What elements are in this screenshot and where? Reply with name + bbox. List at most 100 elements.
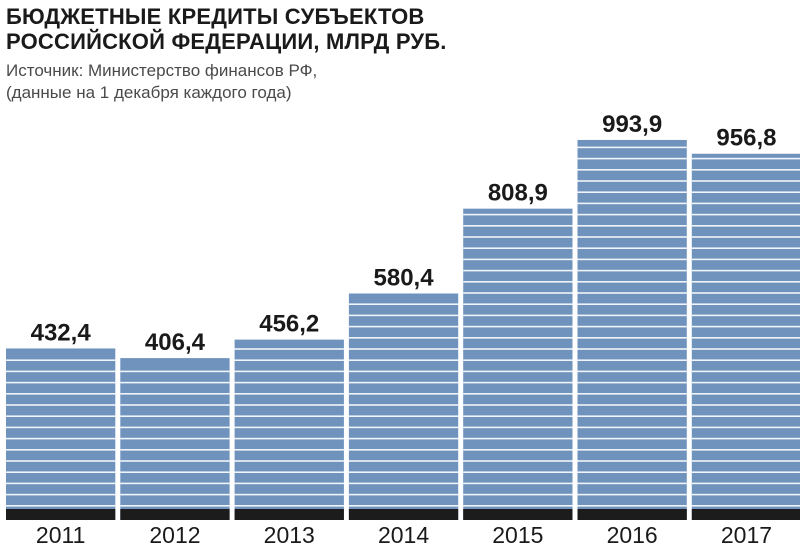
bar-stripe — [120, 471, 230, 473]
bar-stripe — [463, 247, 573, 249]
bar-stripe — [463, 337, 573, 339]
bar-stripe — [691, 348, 800, 350]
value-label-2011: 432,4 — [31, 319, 92, 346]
bar-stripe — [577, 381, 687, 384]
bar-stripe — [463, 225, 573, 227]
bar-stripe — [120, 493, 230, 496]
bar-base-2014 — [348, 509, 459, 520]
bar-group-2016: 993,9 2016 — [577, 111, 687, 548]
bar-stripe — [348, 404, 459, 406]
bar-stripe — [691, 258, 800, 261]
bar-stripe — [463, 359, 573, 361]
bar-stripe — [577, 449, 687, 451]
bar-stripe — [348, 381, 459, 384]
bar-stripe — [691, 505, 800, 507]
bar-stripe — [577, 314, 687, 317]
bar-stripe — [577, 247, 687, 249]
bar-stripe — [577, 169, 687, 171]
bar-stripe — [691, 247, 800, 249]
bar-stripe — [577, 337, 687, 339]
bar-stripe — [577, 258, 687, 261]
bar-stripe — [691, 359, 800, 361]
value-label-2012: 406,4 — [145, 329, 206, 356]
bar-group-2013: 456,2 2013 — [234, 311, 344, 548]
bar-stripe — [348, 426, 459, 429]
bar-stripe — [577, 348, 687, 350]
bar-stripe — [691, 460, 800, 462]
bar-stripe — [577, 493, 687, 496]
bar-stripe — [234, 471, 344, 473]
value-label-2016: 993,9 — [602, 111, 662, 138]
year-label-2011: 2011 — [36, 522, 85, 548]
year-label-2012: 2012 — [149, 522, 200, 548]
bar-stripe — [120, 404, 230, 406]
bar-stripe — [234, 437, 344, 440]
bar-stripe — [348, 482, 459, 485]
year-label-2014: 2014 — [378, 522, 429, 548]
bar-stripe — [234, 426, 344, 429]
bar-2013 — [234, 339, 344, 520]
bar-stripe — [234, 370, 344, 373]
bar-stripe — [120, 460, 230, 462]
bar-stripe — [691, 191, 800, 193]
bar-stripe — [348, 415, 459, 417]
bar-stripe — [577, 359, 687, 361]
bar-stripe — [6, 482, 116, 485]
year-label-2013: 2013 — [264, 522, 315, 548]
bar-stripe — [691, 325, 800, 328]
bar-stripe — [6, 493, 116, 496]
bar-stripe — [463, 482, 573, 485]
bar-stripe — [234, 482, 344, 485]
bar-stripe — [463, 258, 573, 261]
bar-stripe — [463, 370, 573, 373]
bar-stripe — [691, 303, 800, 305]
bar-stripe — [348, 325, 459, 328]
bar-stripe — [234, 493, 344, 496]
bar-stripe — [234, 415, 344, 417]
bar-stripe — [348, 359, 459, 361]
bar-stripe — [577, 482, 687, 485]
bar-stripe — [463, 348, 573, 350]
bar-stripe — [691, 337, 800, 339]
bar-stripe — [463, 292, 573, 294]
bar-stripe — [577, 191, 687, 193]
bar-stripe — [6, 437, 116, 440]
value-label-2014: 580,4 — [374, 264, 435, 291]
bar-stripe — [691, 213, 800, 216]
bar-stripe — [234, 381, 344, 384]
bar-stripe — [6, 471, 116, 473]
bar-stripe — [691, 269, 800, 272]
bar-stripe — [463, 437, 573, 440]
bar-2016 — [577, 139, 687, 520]
bar-stripe — [234, 404, 344, 406]
bar-stripe — [6, 460, 116, 462]
value-label-2013: 456,2 — [259, 311, 319, 338]
bar-stripe — [348, 348, 459, 350]
chart-title-line-1: БЮДЖЕТНЫЕ КРЕДИТЫ СУБЪЕКТОВ — [6, 4, 425, 29]
bar-stripe — [577, 292, 687, 294]
bar-stripe — [691, 169, 800, 171]
bar-stripe — [6, 415, 116, 417]
bar-stripe — [577, 225, 687, 227]
year-label-2015: 2015 — [492, 522, 543, 548]
bar-stripe — [577, 180, 687, 182]
bar-stripe — [234, 449, 344, 451]
bar-stripe — [577, 269, 687, 272]
bar-stripe — [348, 303, 459, 305]
bar-stripe — [120, 381, 230, 384]
bar-stripe — [691, 180, 800, 182]
bar-stripe — [6, 505, 116, 507]
bar-base-2016 — [577, 509, 687, 520]
bar-stripe — [577, 393, 687, 395]
bar-stripe — [691, 393, 800, 395]
bar-stripe — [234, 348, 344, 350]
bar-stripe — [691, 404, 800, 406]
bar-stripe — [691, 437, 800, 440]
bar-2011 — [6, 348, 116, 520]
bar-stripe — [463, 303, 573, 305]
bar-stripe — [348, 460, 459, 462]
bar-stripe — [6, 393, 116, 395]
bar-stripe — [348, 370, 459, 373]
bar-stripe — [691, 449, 800, 451]
